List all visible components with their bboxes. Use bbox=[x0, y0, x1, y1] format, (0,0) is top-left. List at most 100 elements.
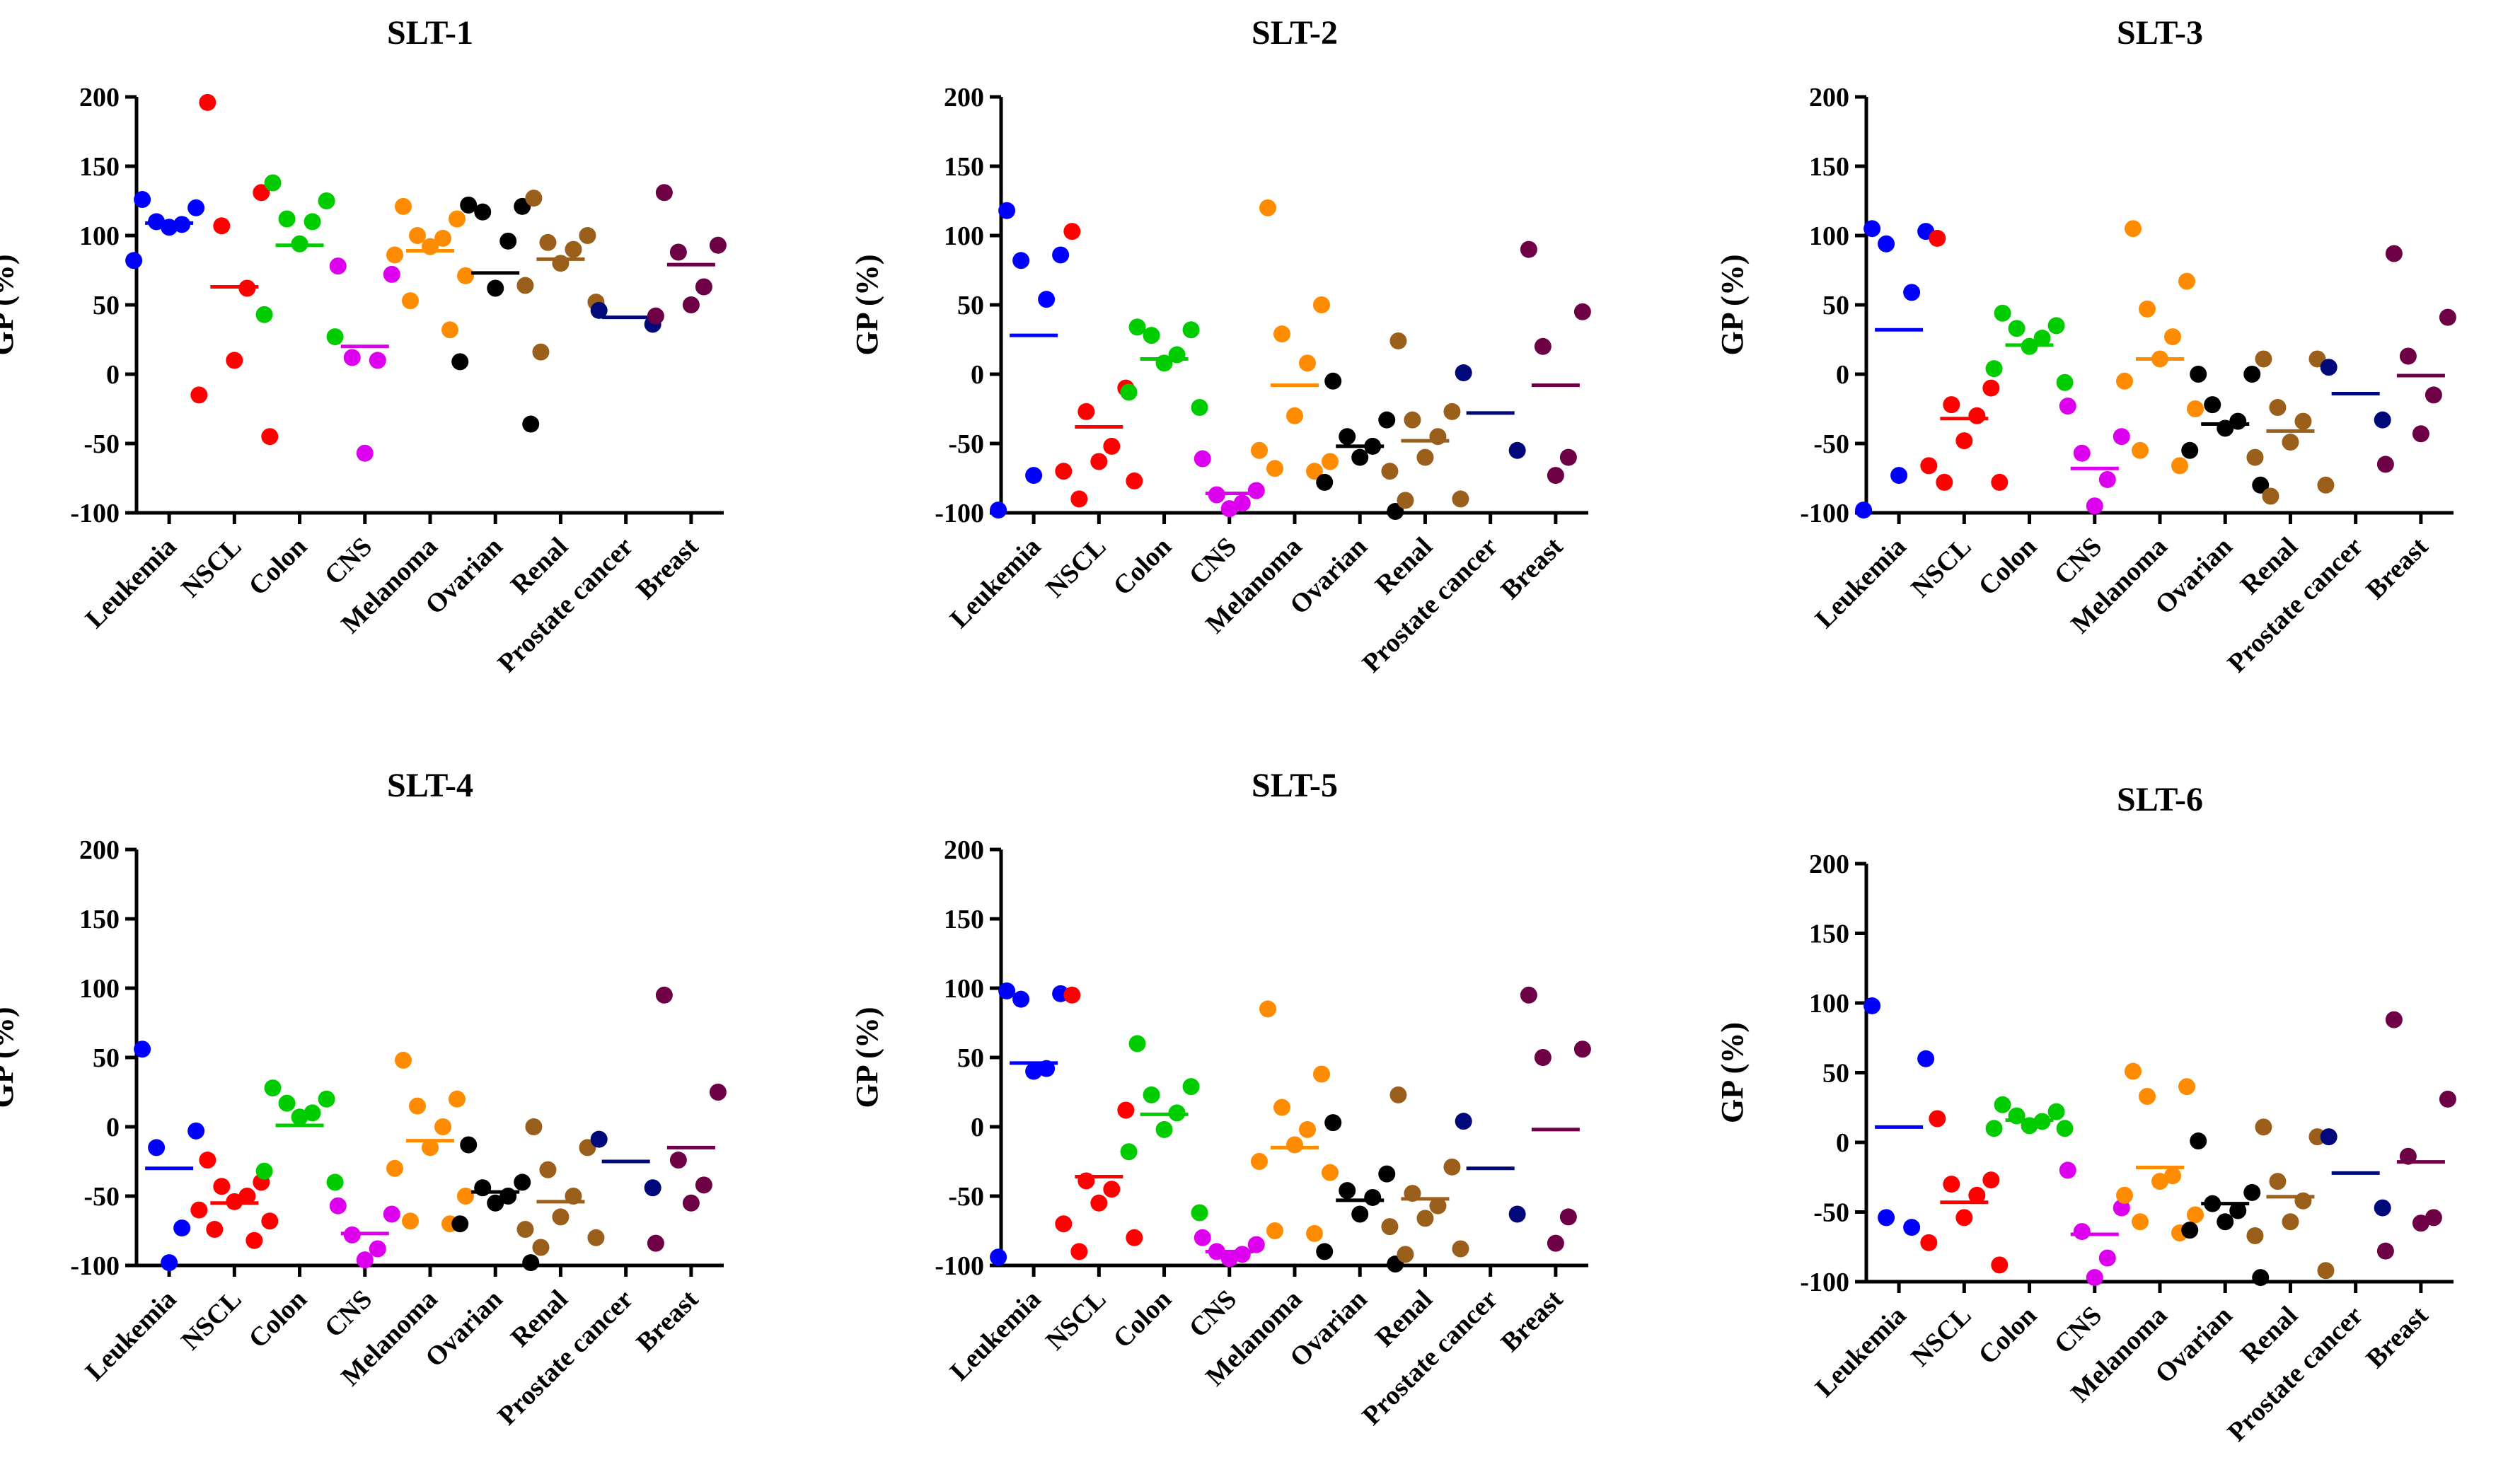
data-point-ovarian bbox=[451, 353, 469, 371]
data-point-renal bbox=[2246, 448, 2264, 466]
x-tick-label: Leukemia bbox=[1810, 1301, 1912, 1403]
data-point-nscl bbox=[261, 1212, 279, 1230]
y-tick-label: 150 bbox=[1809, 920, 1849, 949]
data-point-melanoma bbox=[449, 210, 466, 228]
data-point-melanoma bbox=[402, 1212, 419, 1230]
data-point-melanoma bbox=[1313, 1065, 1330, 1083]
data-point-cns bbox=[2073, 444, 2091, 462]
data-point-cns bbox=[356, 444, 374, 462]
data-point-ovarian bbox=[499, 232, 517, 250]
data-point-leukemia bbox=[1903, 1219, 1921, 1236]
data-point-melanoma bbox=[1273, 1098, 1290, 1116]
data-point-melanoma bbox=[2125, 220, 2142, 238]
data-point-colon bbox=[2056, 1120, 2074, 1137]
data-point-melanoma bbox=[1322, 1164, 1339, 1181]
data-point-nscl bbox=[1070, 490, 1088, 508]
data-point-colon bbox=[1985, 1120, 2003, 1137]
data-point-breast bbox=[647, 307, 664, 325]
x-tick-label: Leukemia bbox=[1810, 532, 1912, 634]
data-point-renal bbox=[516, 277, 534, 294]
y-tick-label: 200 bbox=[944, 83, 984, 112]
x-tick-label: Breast bbox=[2360, 531, 2434, 605]
data-point-melanoma bbox=[449, 1090, 466, 1108]
data-point-ovarian bbox=[1339, 428, 1356, 446]
data-point-colon bbox=[326, 1173, 344, 1191]
data-point-ovarian bbox=[2252, 1269, 2270, 1287]
data-point-leukemia bbox=[1863, 997, 1881, 1014]
data-point-renal bbox=[1416, 448, 1434, 466]
data-point-nscl bbox=[1982, 1171, 2000, 1189]
data-point-colon bbox=[1155, 354, 1173, 372]
data-point-breast bbox=[1573, 303, 1591, 320]
data-point-colon bbox=[2033, 330, 2051, 347]
data-point-melanoma bbox=[2151, 1173, 2168, 1190]
data-point-colon bbox=[1128, 318, 1146, 336]
data-point-melanoma bbox=[457, 267, 474, 284]
data-point-melanoma bbox=[2139, 300, 2156, 318]
x-tick-label: Leukemia bbox=[80, 1285, 183, 1387]
data-point-breast bbox=[655, 184, 673, 202]
data-point-nscl bbox=[1943, 1176, 1960, 1193]
data-point-nscl bbox=[1936, 473, 1953, 491]
data-point-colon bbox=[2008, 320, 2026, 337]
chart-panel-slt-2: SLT-2 GP (%) 200 150 100 50 0 -50 -100 LeukemiaNS… bbox=[850, 14, 1591, 678]
data-point-ovarian bbox=[1339, 1182, 1356, 1200]
x-tick-label: NSCL bbox=[1905, 1301, 1977, 1372]
data-point-melanoma bbox=[2116, 1186, 2133, 1204]
data-point-melanoma bbox=[402, 292, 419, 310]
data-point-ovarian bbox=[2229, 1202, 2247, 1219]
data-point-nscl bbox=[226, 352, 243, 369]
y-tick-label: 150 bbox=[944, 905, 984, 934]
data-point-melanoma bbox=[386, 1159, 403, 1177]
data-point-renal bbox=[552, 255, 570, 272]
data-point-nscl bbox=[1929, 229, 1946, 247]
data-point-cns bbox=[2059, 1161, 2076, 1179]
data-point-cns bbox=[2098, 1249, 2116, 1267]
y-tick-label: 200 bbox=[79, 83, 120, 112]
data-point-leukemia bbox=[990, 502, 1007, 519]
data-point-breast bbox=[682, 1194, 700, 1212]
y-tick-label: 50 bbox=[93, 291, 120, 320]
data-point-cns bbox=[1220, 500, 1238, 518]
data-point-renal bbox=[2269, 1173, 2287, 1190]
y-tick-label: -100 bbox=[935, 499, 984, 528]
data-point-cns bbox=[329, 257, 347, 275]
y-axis-label: GP (%) bbox=[1715, 1022, 1750, 1123]
data-point-nscl bbox=[1991, 473, 2009, 491]
data-point-ovarian bbox=[2243, 366, 2261, 383]
data-point-prostate-cancer bbox=[1508, 441, 1526, 459]
data-point-nscl bbox=[1103, 437, 1121, 455]
data-point-renal bbox=[1381, 463, 1399, 480]
data-point-cns bbox=[383, 265, 400, 283]
data-point-renal bbox=[1381, 1218, 1399, 1236]
data-point-prostate-cancer bbox=[2374, 1199, 2391, 1217]
data-point-cns bbox=[329, 1197, 347, 1215]
data-point-renal bbox=[2282, 434, 2299, 451]
data-point-breast bbox=[2425, 386, 2442, 404]
data-point-melanoma bbox=[434, 229, 451, 247]
data-point-colon bbox=[1155, 1120, 1173, 1138]
chart-panel-slt-1: SLT-1 GP (%) 200 150 100 50 0 -50 -100 LeukemiaNS… bbox=[0, 14, 727, 678]
data-point-nscl bbox=[261, 428, 279, 446]
data-point-ovarian bbox=[487, 1194, 504, 1212]
y-tick-label: -100 bbox=[70, 499, 120, 528]
y-tick-label: 150 bbox=[944, 152, 984, 182]
y-tick-label: -100 bbox=[1800, 1268, 1849, 1297]
y-tick-label: 0 bbox=[1836, 1128, 1849, 1158]
y-tick-label: 100 bbox=[1809, 989, 1849, 1019]
data-point-renal bbox=[1429, 1197, 1447, 1215]
data-point-nscl bbox=[1063, 223, 1081, 240]
data-point-ovarian bbox=[1324, 372, 1342, 390]
chart-panel-slt-4: SLT-4 GP (%) 200 150 100 50 0 -50 -100 LeukemiaNS… bbox=[0, 767, 727, 1431]
data-point-colon bbox=[2047, 1103, 2065, 1120]
data-point-leukemia bbox=[1878, 235, 1895, 253]
data-point-nscl bbox=[1991, 1256, 2009, 1274]
data-point-ovarian bbox=[487, 279, 504, 297]
data-point-colon bbox=[1985, 360, 2003, 378]
data-point-renal bbox=[1416, 1210, 1434, 1227]
data-point-ovarian bbox=[1316, 473, 1334, 491]
data-point-melanoma bbox=[2178, 272, 2195, 290]
data-point-nscl bbox=[1126, 1229, 1143, 1246]
data-point-renal bbox=[2269, 399, 2287, 417]
x-tick-label: Breast bbox=[630, 531, 704, 605]
